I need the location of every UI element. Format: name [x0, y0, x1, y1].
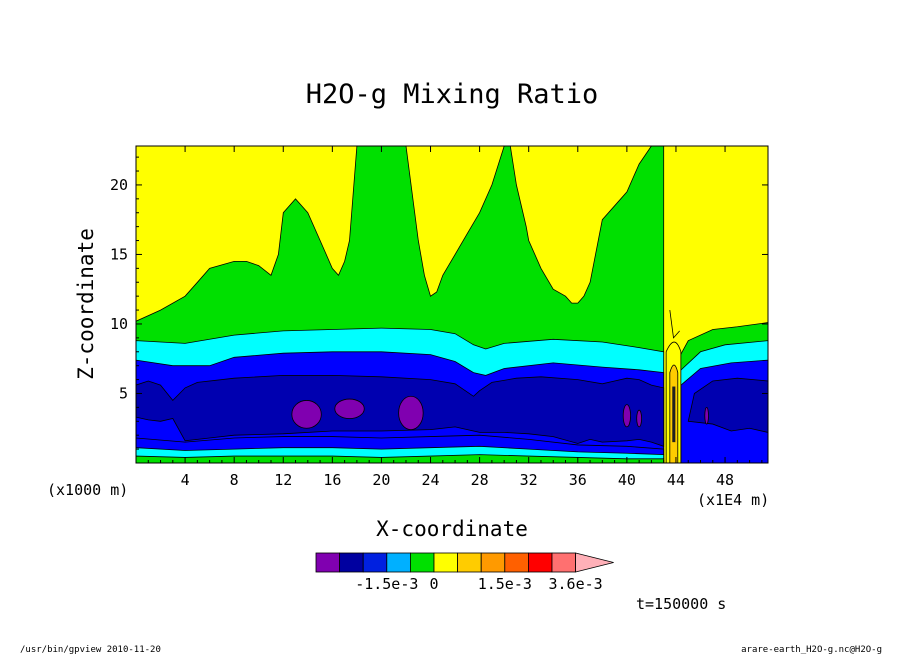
chart-title: H2O-g Mixing Ratio — [306, 79, 599, 110]
purple-cell-6 — [704, 406, 709, 425]
disturbance-dark-core — [672, 386, 676, 443]
y-tick-label: 10 — [110, 315, 128, 333]
colorbar-label: -1.5e-3 — [355, 575, 418, 593]
colorbar-swatch — [528, 552, 553, 573]
y-axis-label: Z-coordinate — [74, 228, 98, 380]
x-axis-ticks: 4 8 12 16 20 24 28 32 36 40 44 48 — [147, 146, 763, 489]
colorbar — [315, 552, 614, 573]
colorbar-swatch — [315, 552, 341, 573]
colorbar-swatch — [339, 552, 364, 573]
plot-frame — [135, 145, 769, 464]
x-tick-label: 40 — [618, 471, 636, 489]
x-tick-label: 44 — [667, 471, 685, 489]
x-tick-label: 8 — [230, 471, 239, 489]
colorbar-swatch — [409, 552, 435, 573]
dark-blue-layer — [136, 375, 768, 447]
purple-cells — [291, 395, 709, 431]
x-tick-label: 12 — [274, 471, 292, 489]
x-tick-label: 20 — [372, 471, 390, 489]
x-tick-label: 4 — [181, 471, 190, 489]
colorbar-swatch — [433, 552, 459, 573]
footer-file-variable: arare-earth_H2O-g.nc@H2O-g — [741, 645, 882, 654]
purple-cell-1 — [291, 400, 322, 429]
colorbar-swatch — [362, 552, 388, 573]
colorbar-swatch — [480, 552, 506, 573]
contour-plot-area — [136, 146, 768, 463]
disturbance-contour — [669, 310, 680, 339]
y-tick-label: 20 — [110, 176, 128, 194]
x-tick-label: 32 — [520, 471, 538, 489]
y-tick-label: 15 — [110, 245, 128, 263]
y-axis-ticks: 5 10 15 20 — [110, 156, 768, 450]
colorbar-labels: -1.5e-3 0 1.5e-3 3.6e-3 — [355, 575, 603, 593]
colorbar-arrow — [575, 552, 614, 573]
x-unit-left-label: (x1000 m) — [47, 481, 128, 499]
colorbar-swatch — [386, 552, 411, 573]
footer-program-date: /usr/bin/gpview 2010-11-20 — [20, 645, 161, 654]
purple-cell-3 — [398, 395, 424, 431]
y-tick-label: 5 — [119, 384, 128, 402]
x-tick-label: 24 — [421, 471, 439, 489]
x-tick-label: 16 — [323, 471, 341, 489]
right-edge-disturbance — [665, 310, 682, 463]
colorbar-label: 1.5e-3 — [478, 575, 532, 593]
x-unit-right-label: (x1E4 m) — [697, 491, 769, 509]
purple-cell-4 — [622, 404, 631, 428]
x-tick-label: 28 — [471, 471, 489, 489]
green-lower-band — [136, 454, 665, 463]
purple-cell-5 — [636, 409, 643, 428]
colorbar-swatch — [551, 552, 577, 573]
purple-cell-2 — [334, 398, 365, 419]
colorbar-label: 3.6e-3 — [549, 575, 603, 593]
colorbar-label: 0 — [429, 575, 438, 593]
colorbar-swatch — [504, 552, 529, 573]
x-tick-label: 36 — [569, 471, 587, 489]
time-label: t=150000 s — [636, 595, 726, 613]
colorbar-swatch — [457, 552, 482, 573]
x-axis-label: X-coordinate — [376, 517, 528, 541]
x-tick-label: 48 — [716, 471, 734, 489]
